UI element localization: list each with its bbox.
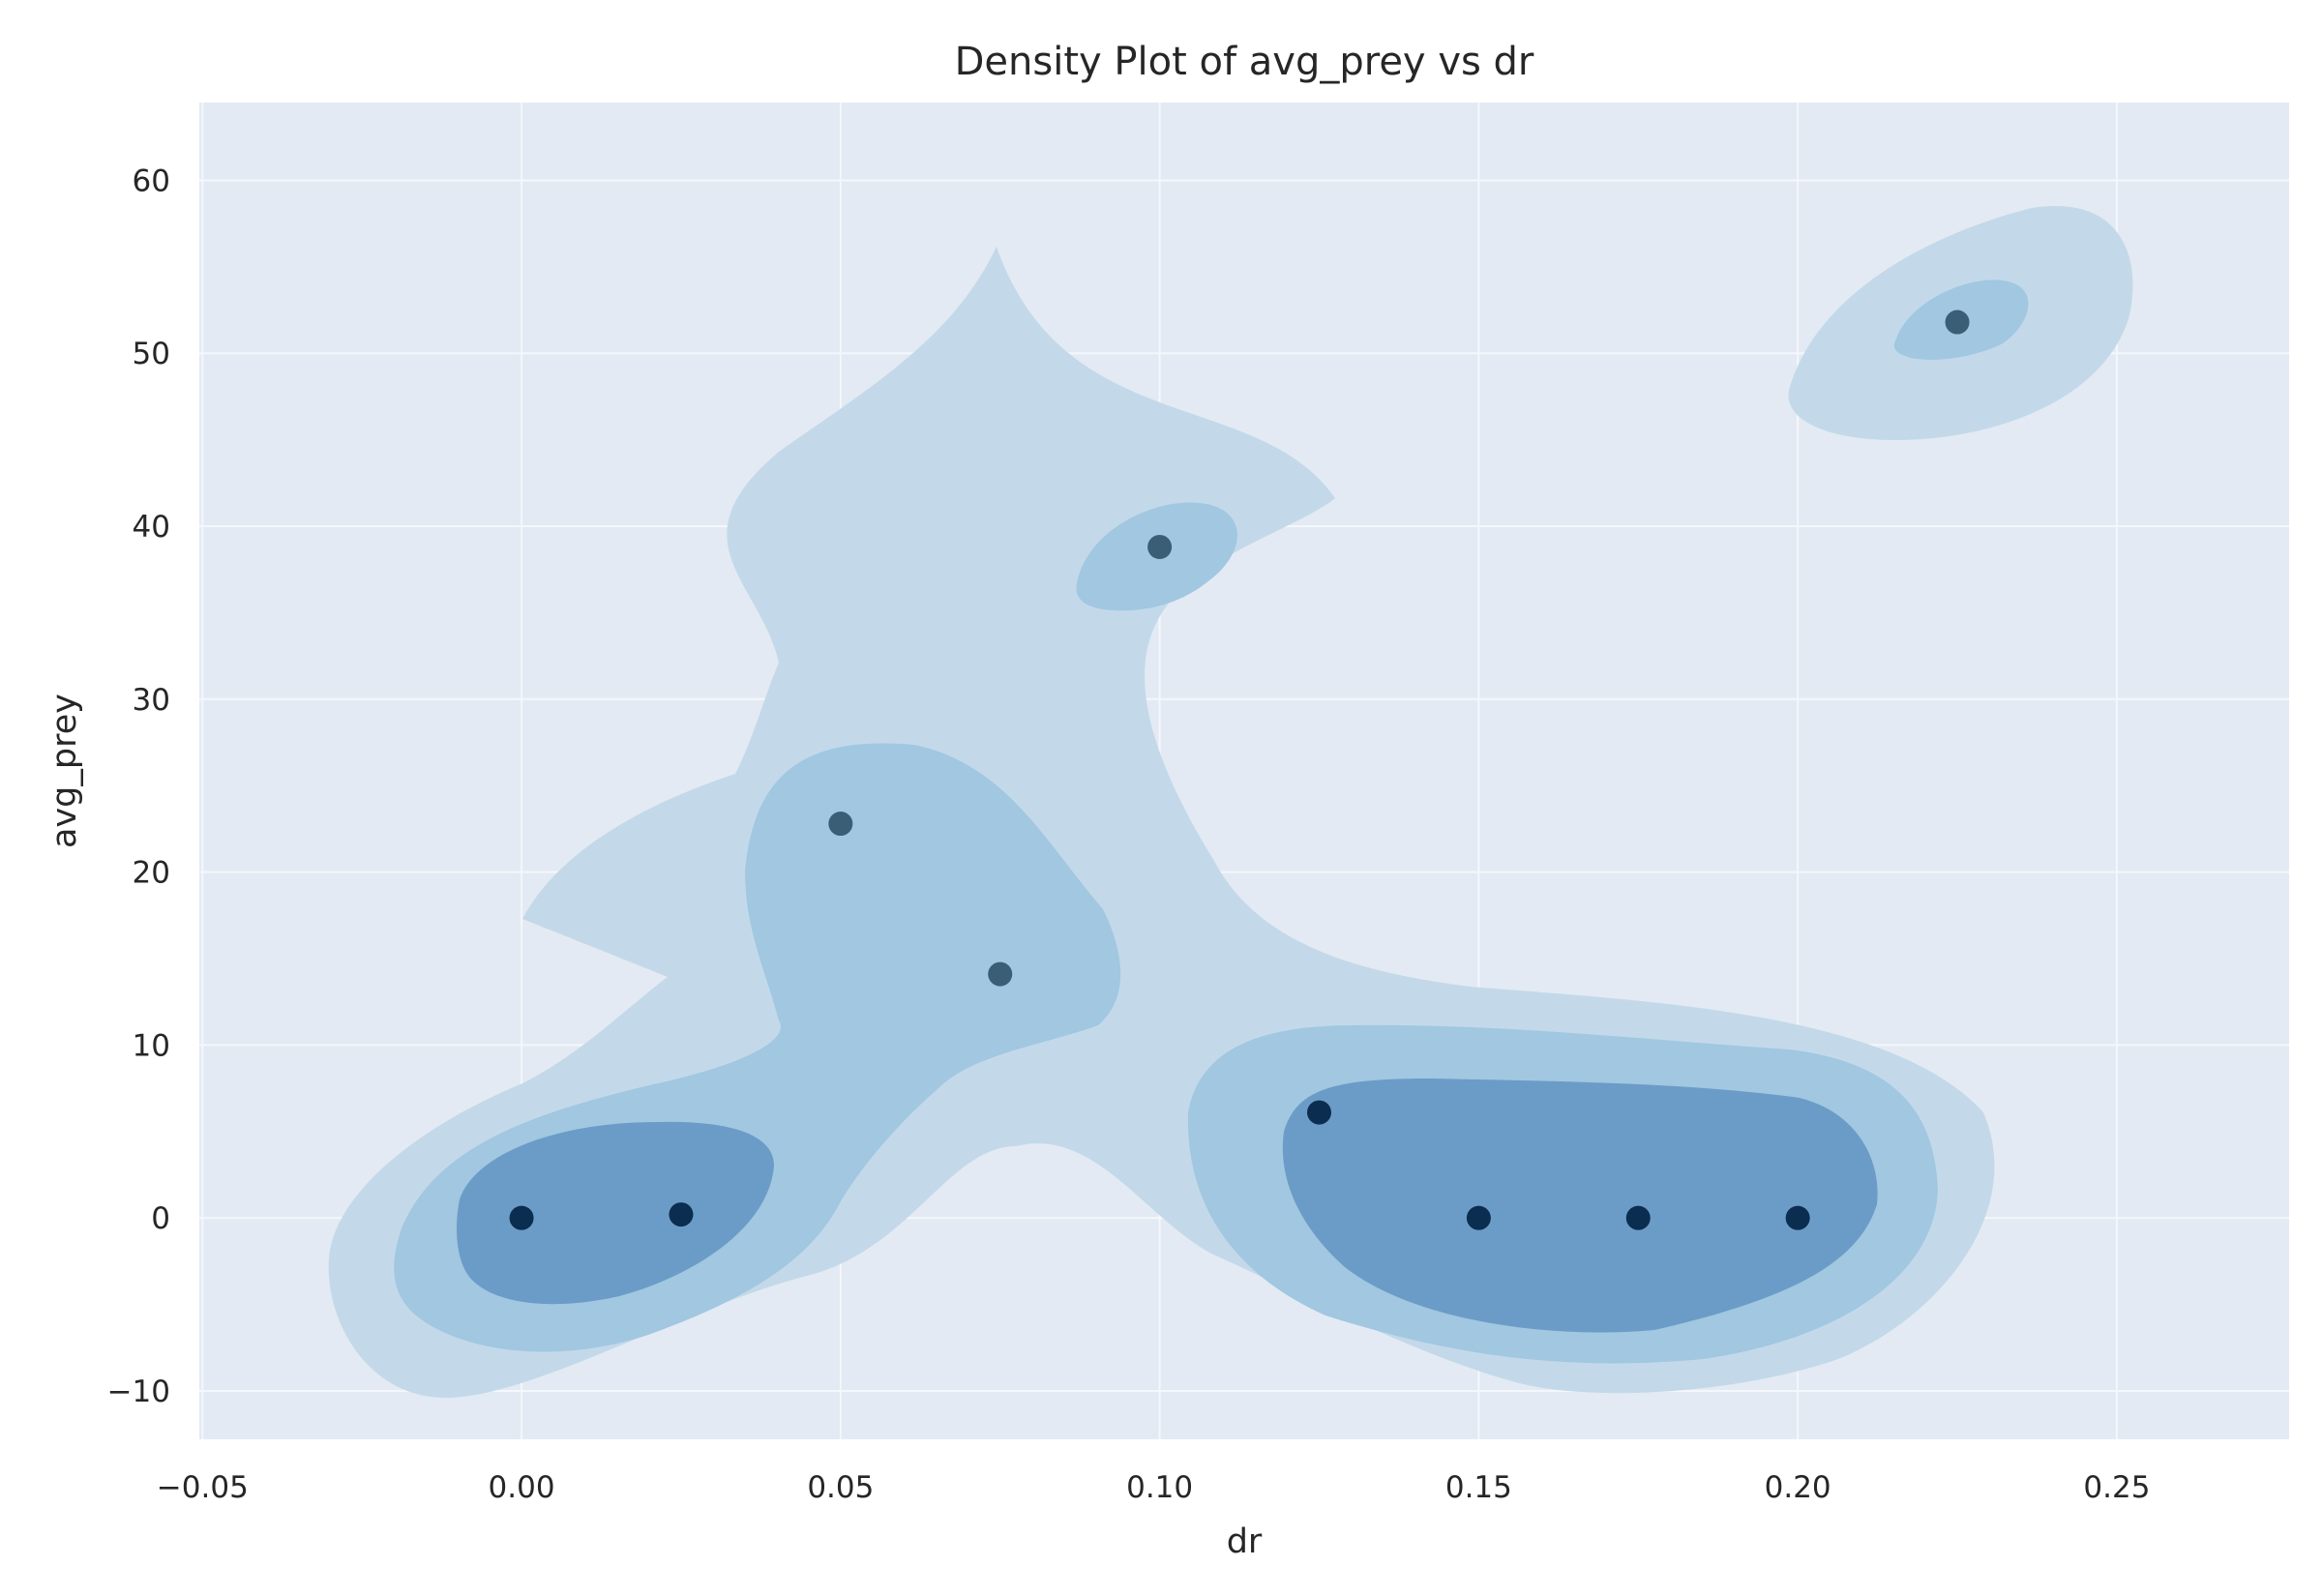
density-core-right [1282,1079,1878,1333]
y-tick-label: −10 [107,1374,170,1409]
x-tick-label: 0.00 [489,1470,555,1505]
chart-title: Density Plot of avg_prey vs dr [955,40,1534,84]
y-axis-ticks: −10 0 10 20 30 40 50 60 [107,163,170,1408]
data-point [828,812,853,837]
x-axis-ticks: −0.05 0.00 0.05 0.10 0.15 0.20 0.25 [157,1470,2151,1505]
data-point [1785,1205,1810,1230]
x-tick-label: 0.25 [2083,1470,2150,1505]
x-tick-label: 0.15 [1445,1470,1512,1505]
data-point [1625,1205,1651,1230]
y-tick-label: 60 [133,163,170,198]
x-tick-label: 0.10 [1126,1470,1193,1505]
data-points [509,310,1970,1230]
y-tick-label: 50 [133,337,170,371]
data-point [1466,1205,1491,1230]
y-tick-label: 10 [133,1028,170,1063]
y-tick-label: 20 [133,856,170,891]
density-contours [328,205,2133,1398]
data-point [1945,310,1970,335]
y-tick-label: 30 [133,683,170,718]
x-tick-label: −0.05 [157,1470,249,1505]
data-point [988,961,1013,987]
y-axis-label: avg_prey [45,694,84,848]
x-tick-label: 0.20 [1765,1470,1831,1505]
data-point [1306,1100,1331,1125]
x-axis-label: dr [1227,1522,1263,1561]
y-tick-label: 40 [133,510,170,545]
data-point [1147,534,1173,559]
x-tick-label: 0.05 [807,1470,874,1505]
grid-lines [199,103,2289,1439]
y-tick-label: 0 [151,1201,170,1236]
density-level-3 [457,1079,1878,1333]
data-point [509,1205,534,1230]
data-point [669,1202,694,1227]
density-core-left [457,1121,774,1305]
